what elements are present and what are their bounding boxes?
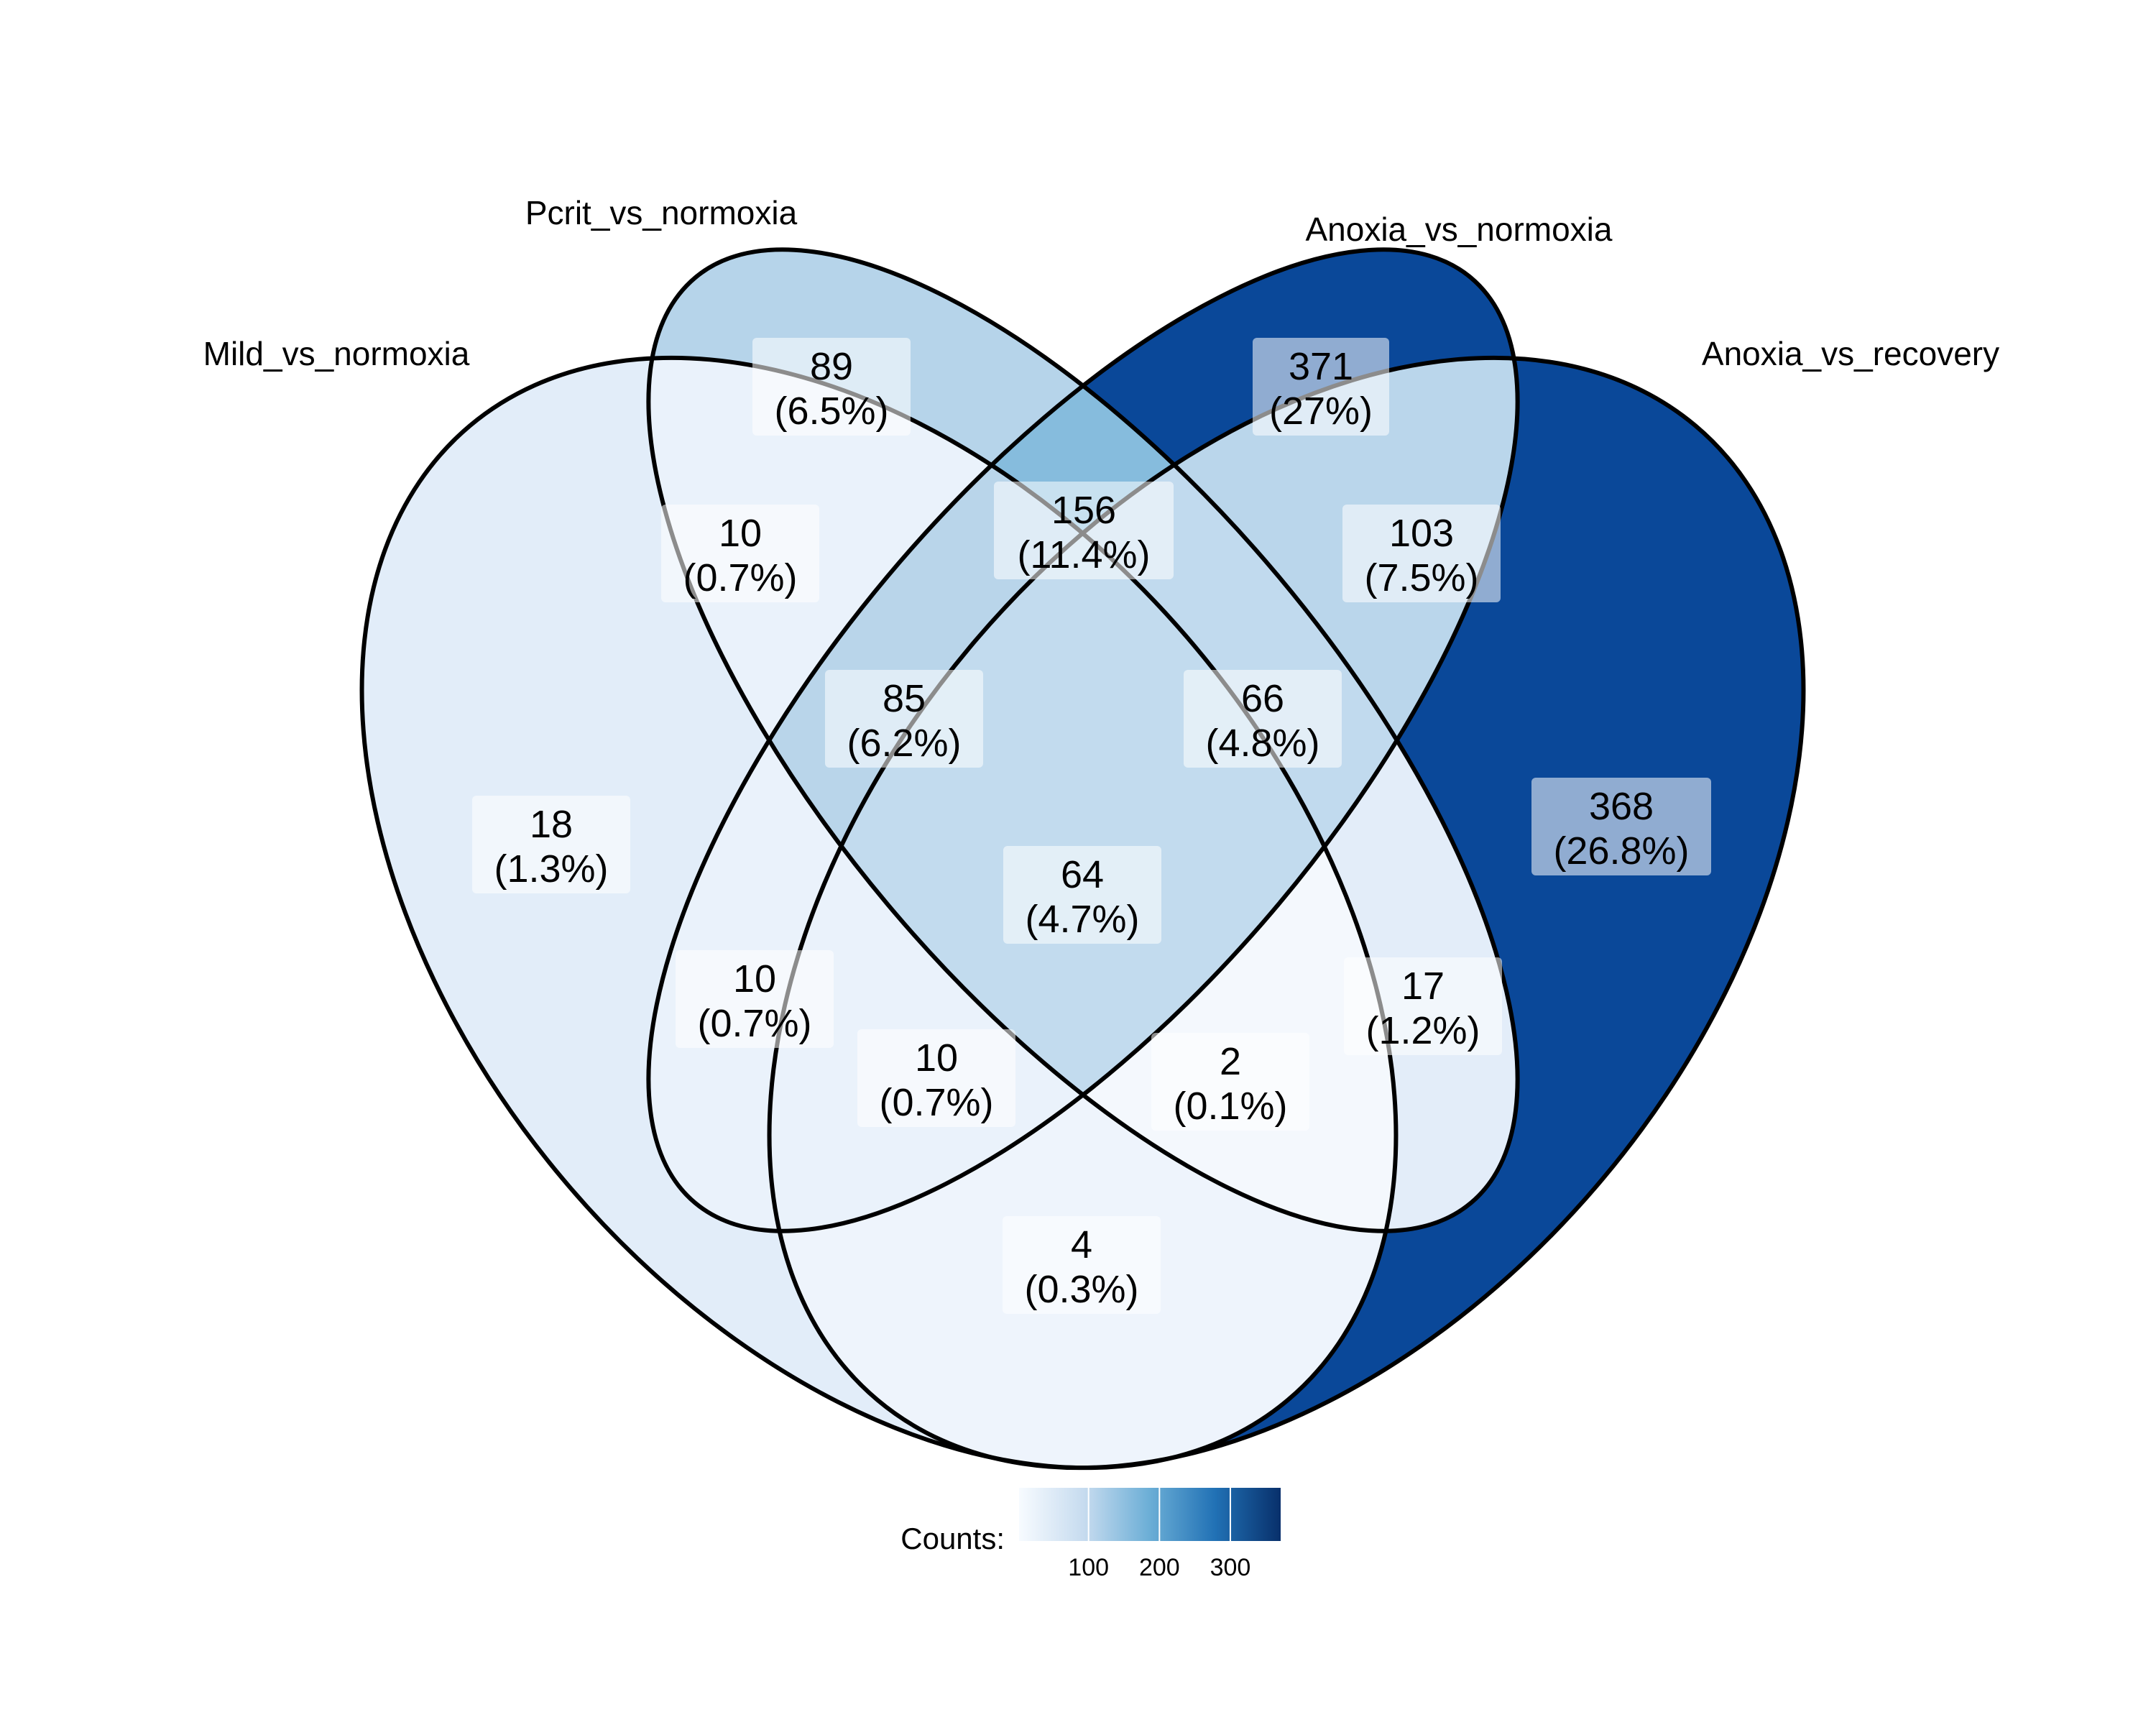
region-count: 10 (719, 512, 762, 555)
region-count: 64 (1061, 853, 1104, 896)
region-label-abd: 2(0.1%) (1151, 1033, 1309, 1131)
set-outline-b (646, 247, 1520, 1233)
region-count: 371 (1289, 345, 1353, 388)
label-background (1184, 670, 1342, 768)
region-percent: (0.7%) (697, 1002, 811, 1045)
legend-ticks: 100 200 300 (1068, 1488, 1250, 1581)
legend: Counts: 100 200 300 (900, 1488, 1281, 1581)
label-background (1003, 846, 1161, 944)
region-percent: (1.2%) (1365, 1009, 1480, 1052)
region-label-bc: 156(11.4%) (994, 482, 1174, 579)
region-percent: (11.4%) (1017, 533, 1150, 576)
region-count: 85 (883, 677, 926, 720)
region-percent: (0.7%) (879, 1081, 993, 1124)
label-background (1253, 338, 1389, 436)
label-background (472, 796, 630, 893)
label-background (1151, 1033, 1309, 1131)
region-percent: (6.2%) (847, 722, 961, 765)
region-percent: (1.3%) (494, 847, 608, 891)
region-percent: (4.8%) (1205, 722, 1319, 765)
region-label-bcd: 66(4.8%) (1184, 670, 1342, 768)
set-label-pcrit: Pcrit_vs_normoxia (525, 194, 798, 231)
label-background (676, 950, 834, 1048)
region-fills (361, 249, 1804, 1468)
region-percent: (4.7%) (1025, 898, 1139, 941)
region-count: 103 (1389, 512, 1454, 555)
region-count: 2 (1220, 1040, 1241, 1083)
region-label-c: 371(27%) (1253, 338, 1389, 436)
region-count: 4 (1071, 1223, 1092, 1266)
region-count: 10 (733, 957, 776, 1000)
region-count: 66 (1241, 677, 1284, 720)
set-labels: Mild_vs_normoxia Pcrit_vs_normoxia Anoxi… (203, 194, 1999, 372)
region-percent: (0.3%) (1024, 1268, 1138, 1311)
region-count: 17 (1401, 965, 1445, 1008)
label-background (857, 1029, 1015, 1127)
region-label-abcd: 64(4.7%) (1003, 846, 1161, 944)
region-percent: (7.5%) (1364, 556, 1478, 599)
legend-colorbar (1019, 1488, 1281, 1541)
label-background (752, 338, 911, 436)
region-label-ad: 4(0.3%) (1003, 1216, 1161, 1314)
legend-tick-label: 300 (1210, 1554, 1251, 1581)
region-count: 10 (915, 1036, 958, 1080)
region-count: 368 (1589, 785, 1654, 828)
set-outline-a (359, 355, 1399, 1471)
legend-tick-label: 100 (1068, 1554, 1109, 1581)
label-background (1531, 778, 1711, 875)
region-count: 89 (810, 345, 853, 388)
label-background (994, 482, 1174, 579)
region-percent: (26.8%) (1553, 829, 1689, 873)
region-label-acd: 10(0.7%) (857, 1029, 1015, 1127)
set-label-mild: Mild_vs_normoxia (203, 335, 470, 372)
label-background (1003, 1216, 1161, 1314)
region-count: 18 (530, 803, 573, 846)
region-label-d: 368(26.8%) (1531, 778, 1711, 875)
legend-title: Counts: (900, 1522, 1005, 1555)
label-background (661, 505, 819, 602)
label-background (1342, 505, 1501, 602)
region-label-cd: 103(7.5%) (1342, 505, 1501, 602)
set-label-anoxia-recovery: Anoxia_vs_recovery (1702, 335, 1999, 372)
region-count: 156 (1051, 489, 1116, 532)
region-label-a: 18(1.3%) (472, 796, 630, 893)
set-label-anoxia-normoxia: Anoxia_vs_normoxia (1305, 211, 1612, 248)
region-percent: (0.7%) (683, 556, 797, 599)
label-background (1344, 957, 1502, 1055)
label-background (825, 670, 983, 768)
region-labels: 18(1.3%)89(6.5%)371(27%)368(26.8%)10(0.7… (472, 338, 1711, 1314)
region-percent: (27%) (1269, 390, 1373, 433)
region-label-ab: 10(0.7%) (661, 505, 819, 602)
region-label-ac: 10(0.7%) (676, 950, 834, 1048)
set-outline-d (767, 355, 1806, 1471)
region-label-abc: 85(6.2%) (825, 670, 983, 768)
region-label-bd: 17(1.2%) (1344, 957, 1502, 1055)
set-outline-c (646, 247, 1520, 1233)
set-outlines (359, 247, 1806, 1471)
legend-tick-label: 200 (1139, 1554, 1180, 1581)
region-label-b: 89(6.5%) (752, 338, 911, 436)
region-percent: (6.5%) (774, 390, 888, 433)
region-percent: (0.1%) (1173, 1085, 1287, 1128)
